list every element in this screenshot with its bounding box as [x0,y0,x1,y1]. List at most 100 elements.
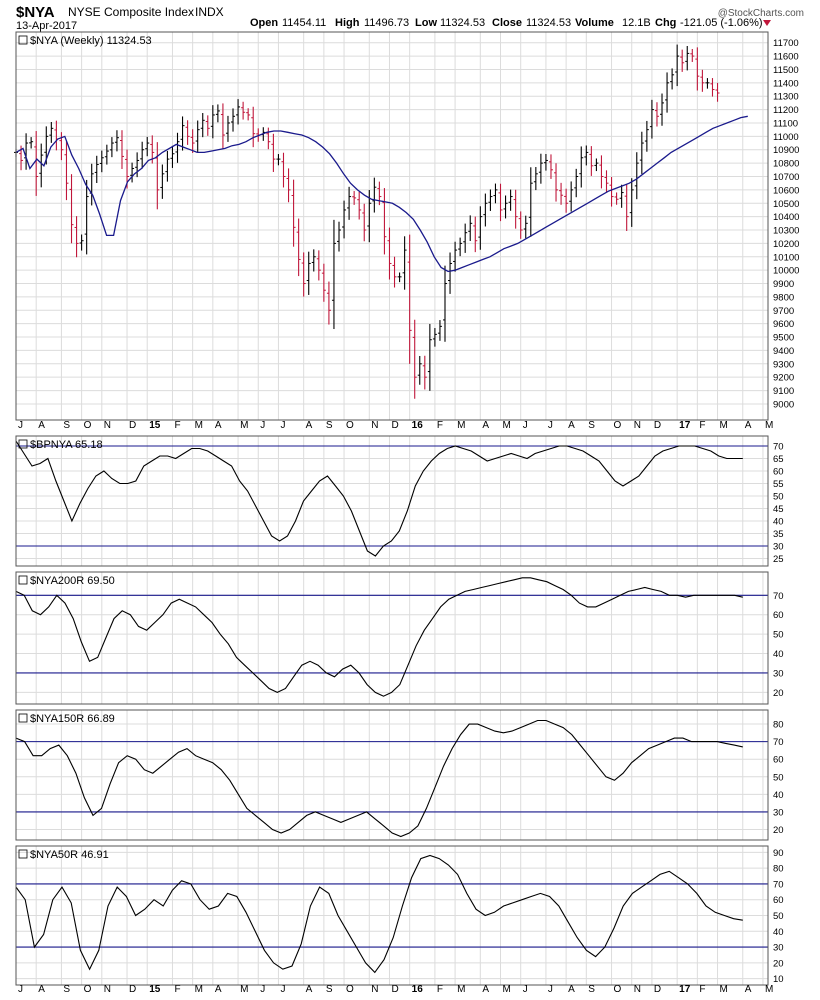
y-tick-label: 80 [773,720,784,731]
x-tick-label: J [18,420,23,431]
x-tick-label: 16 [412,984,424,995]
x-tick-label: D [654,420,661,431]
x-tick-label: S [326,984,333,995]
y-tick-label: 70 [773,442,784,453]
x-tick-label: 17 [679,420,691,431]
x-tick-label: N [371,420,378,431]
y-tick-label: 40 [773,517,784,528]
panel-menu-icon [18,35,28,45]
panel-border [15,435,769,567]
header-low-label: Low [415,17,437,29]
x-tick-label: F [699,984,705,995]
x-tick-label: A [38,420,45,431]
x-tick-label: M [765,984,773,995]
x-tick-label: O [346,420,354,431]
y-tick-label: 10800 [773,159,799,170]
x-tick-label: D [391,420,398,431]
y-tick-label: 11200 [773,105,799,116]
x-tick-label: N [634,420,641,431]
header-name: NYSE Composite Index [68,5,194,19]
x-tick-label: M [240,420,248,431]
x-tick-label: M [240,984,248,995]
x-tick-label: D [129,420,136,431]
y-tick-label: 9800 [773,292,794,303]
header-open-value: 11454.11 [282,17,326,29]
x-tick-label: O [614,420,622,431]
y-tick-label: 9700 [773,306,794,317]
x-tick-label: A [482,420,489,431]
x-tick-label: A [215,420,222,431]
header-volume-value: 12.1B [622,17,651,29]
x-tick-label: J [260,420,265,431]
header-close-label: Close [492,17,522,29]
x-tick-label: J [260,984,265,995]
x-tick-label: O [614,984,622,995]
y-tick-label: 90 [773,848,784,859]
x-tick-label: F [174,984,180,995]
y-tick-label: 11000 [773,132,799,143]
x-tick-label: S [588,984,595,995]
y-tick-label: 30 [773,668,784,679]
x-tick-label: F [437,984,443,995]
x-tick-label: A [482,984,489,995]
panel-menu-icon [18,713,28,723]
panel-menu-icon [18,849,28,859]
chg-down-arrow-icon [763,20,771,26]
x-tick-label: D [654,984,661,995]
y-tick-label: 9200 [773,373,794,384]
y-tick-label: 10900 [773,145,799,156]
header-symbol: $NYA [16,4,55,21]
y-tick-label: 40 [773,927,784,938]
indicator-line [15,577,743,697]
indicator-line [15,440,743,557]
y-tick-label: 11700 [773,38,799,49]
header-low-value: 11324.53 [440,17,485,29]
y-tick-label: 10500 [773,199,799,210]
x-tick-label: O [84,984,92,995]
panel-border [15,571,769,705]
watermark: @StockCharts.com [718,8,804,19]
x-tick-label: A [745,420,752,431]
y-tick-label: 10100 [773,252,799,263]
header-open-label: Open [250,17,278,29]
x-tick-label: A [745,984,752,995]
y-tick-label: 11500 [773,65,799,76]
y-tick-label: 20 [773,688,784,699]
x-tick-label: M [457,420,465,431]
y-tick-label: 10200 [773,239,799,250]
y-tick-label: 65 [773,454,784,465]
y-tick-label: 11100 [773,118,798,129]
y-tick-label: 11400 [773,78,799,89]
header-exchange: INDX [195,5,224,19]
y-tick-label: 30 [773,807,784,818]
y-tick-label: 11300 [773,92,799,103]
x-tick-label: N [634,984,641,995]
y-tick-label: 10400 [773,212,799,223]
x-tick-label: J [548,420,553,431]
x-tick-label: O [346,984,354,995]
x-tick-label: A [568,420,575,431]
x-tick-label: 17 [679,984,691,995]
x-tick-label: D [391,984,398,995]
indicator-line [15,719,743,838]
panel-background [16,436,768,566]
panel-background [16,710,768,840]
x-tick-label: M [195,420,203,431]
y-tick-label: 9900 [773,279,794,290]
y-tick-label: 50 [773,492,784,503]
x-tick-label: O [84,420,92,431]
y-tick-label: 20 [773,825,784,836]
y-tick-label: 9000 [773,399,794,410]
x-tick-label: S [63,984,70,995]
indicator-line [15,854,743,974]
header-high-label: High [335,17,360,29]
y-tick-label: 50 [773,911,784,922]
y-tick-label: 10300 [773,226,799,237]
x-tick-label: N [104,420,111,431]
y-tick-label: 45 [773,504,784,515]
x-tick-label: J [523,984,528,995]
y-tick-label: 50 [773,630,784,641]
x-tick-label: N [371,984,378,995]
x-tick-label: F [699,420,705,431]
y-tick-label: 9300 [773,359,794,370]
